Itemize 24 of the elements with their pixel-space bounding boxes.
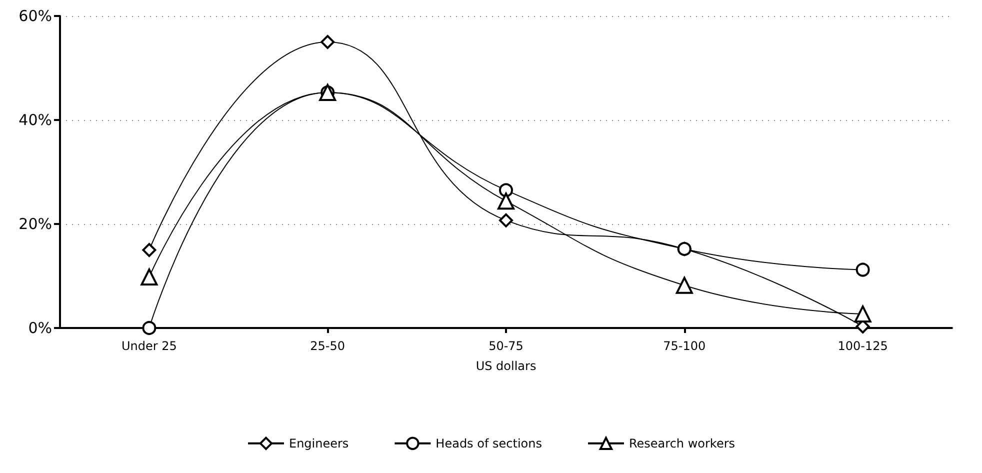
legend-label: Heads of sections (436, 436, 542, 450)
x-tick-label: Under 25 (121, 339, 177, 353)
y-tick-label: 40% (18, 111, 52, 129)
x-tick-label: 25-50 (310, 339, 346, 353)
point (676, 276, 693, 294)
point (499, 183, 513, 198)
legend-label: Engineers (288, 436, 349, 450)
x-tick-label: 75-100 (663, 339, 706, 353)
y-tick-label: 60% (18, 7, 52, 25)
x-tick-label: 100-125 (838, 339, 888, 353)
point (142, 243, 156, 257)
point (854, 305, 872, 322)
point (142, 321, 156, 335)
y-tick-label: 20% (18, 215, 52, 233)
point (677, 242, 692, 256)
point (498, 192, 514, 210)
point (320, 35, 335, 49)
legend-label: Research workers (628, 436, 736, 450)
x-tick-label: 50-75 (488, 339, 524, 353)
x-axis-title: US dollars (476, 359, 536, 373)
y-tick-label: 0% (28, 319, 52, 337)
point (856, 262, 870, 277)
point (140, 268, 158, 286)
point (499, 213, 513, 228)
